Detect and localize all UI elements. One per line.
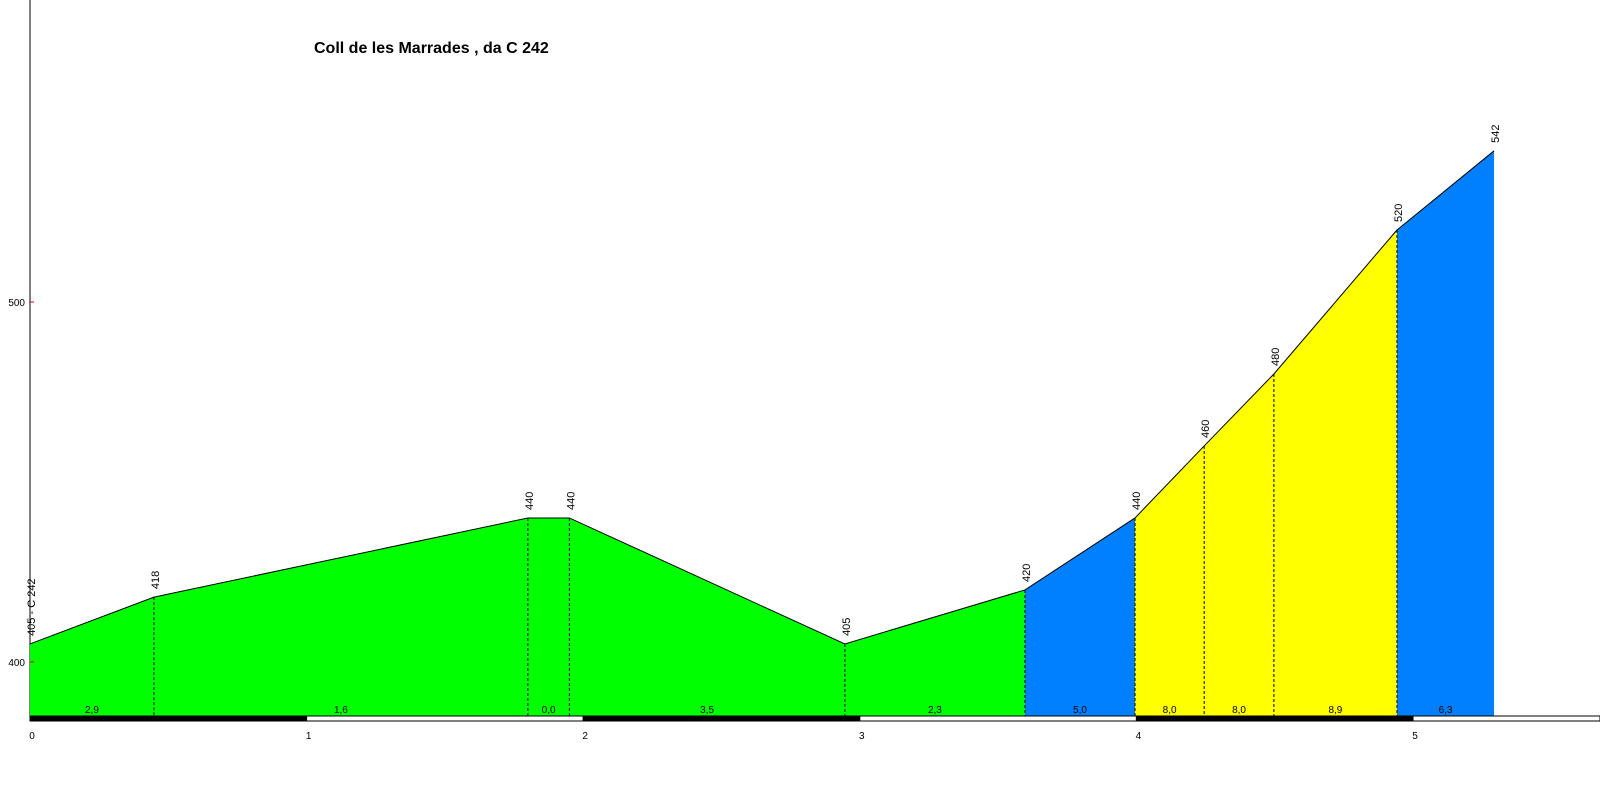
profile-segment	[844, 589, 1025, 717]
elevation-label: 440	[565, 492, 577, 510]
x-tick-label: 0	[29, 731, 35, 742]
profile-segment	[1396, 150, 1495, 717]
gradient-label: 5,0	[1073, 705, 1087, 716]
x-tick-label: 4	[1136, 731, 1142, 742]
y-tick-label: 500	[8, 298, 25, 309]
profile-segment	[1204, 373, 1274, 717]
profile-segment	[153, 517, 528, 717]
profile-segment	[527, 517, 570, 717]
gradient-label: 0,0	[542, 705, 556, 716]
distance-bar	[1412, 715, 1600, 722]
elevation-label: 542	[1490, 124, 1502, 142]
elevation-label: 420	[1021, 564, 1033, 582]
elevation-label: 405 - C 242	[26, 578, 38, 635]
profile-segment	[1273, 230, 1397, 717]
profile-segment	[1024, 517, 1136, 717]
gradient-label: 3,5	[700, 705, 714, 716]
distance-bar	[859, 715, 1137, 722]
distance-bar	[306, 715, 584, 722]
gradient-label: 2,3	[928, 705, 942, 716]
elevation-label: 520	[1393, 204, 1405, 222]
chart-title: Coll de les Marrades , da C 242	[314, 40, 549, 57]
elevation-label: 418	[150, 571, 162, 589]
gradient-label: 8,9	[1328, 705, 1342, 716]
x-tick-label: 1	[306, 731, 312, 742]
profile-segment	[30, 597, 154, 717]
x-tick-label: 3	[859, 731, 865, 742]
gradient-label: 6,3	[1439, 705, 1453, 716]
elevation-label: 405	[841, 618, 853, 636]
x-tick-label: 2	[582, 731, 588, 742]
y-tick-label: 400	[8, 658, 25, 669]
distance-bar	[29, 715, 308, 722]
profile-segment	[569, 517, 845, 717]
gradient-label: 8,0	[1232, 705, 1246, 716]
elevation-label: 440	[524, 492, 536, 510]
profile-segment	[1135, 445, 1205, 717]
elevation-label: 460	[1200, 420, 1212, 438]
elevation-label: 480	[1270, 348, 1282, 366]
distance-bar	[582, 715, 861, 722]
gradient-label: 2,9	[85, 705, 99, 716]
x-tick-label: 5	[1412, 731, 1418, 742]
elevation-label: 440	[1131, 492, 1143, 510]
gradient-label: 1,6	[334, 705, 348, 716]
profile-line	[29, 150, 1495, 645]
distance-bar	[1135, 715, 1414, 722]
gradient-label: 8,0	[1163, 705, 1177, 716]
